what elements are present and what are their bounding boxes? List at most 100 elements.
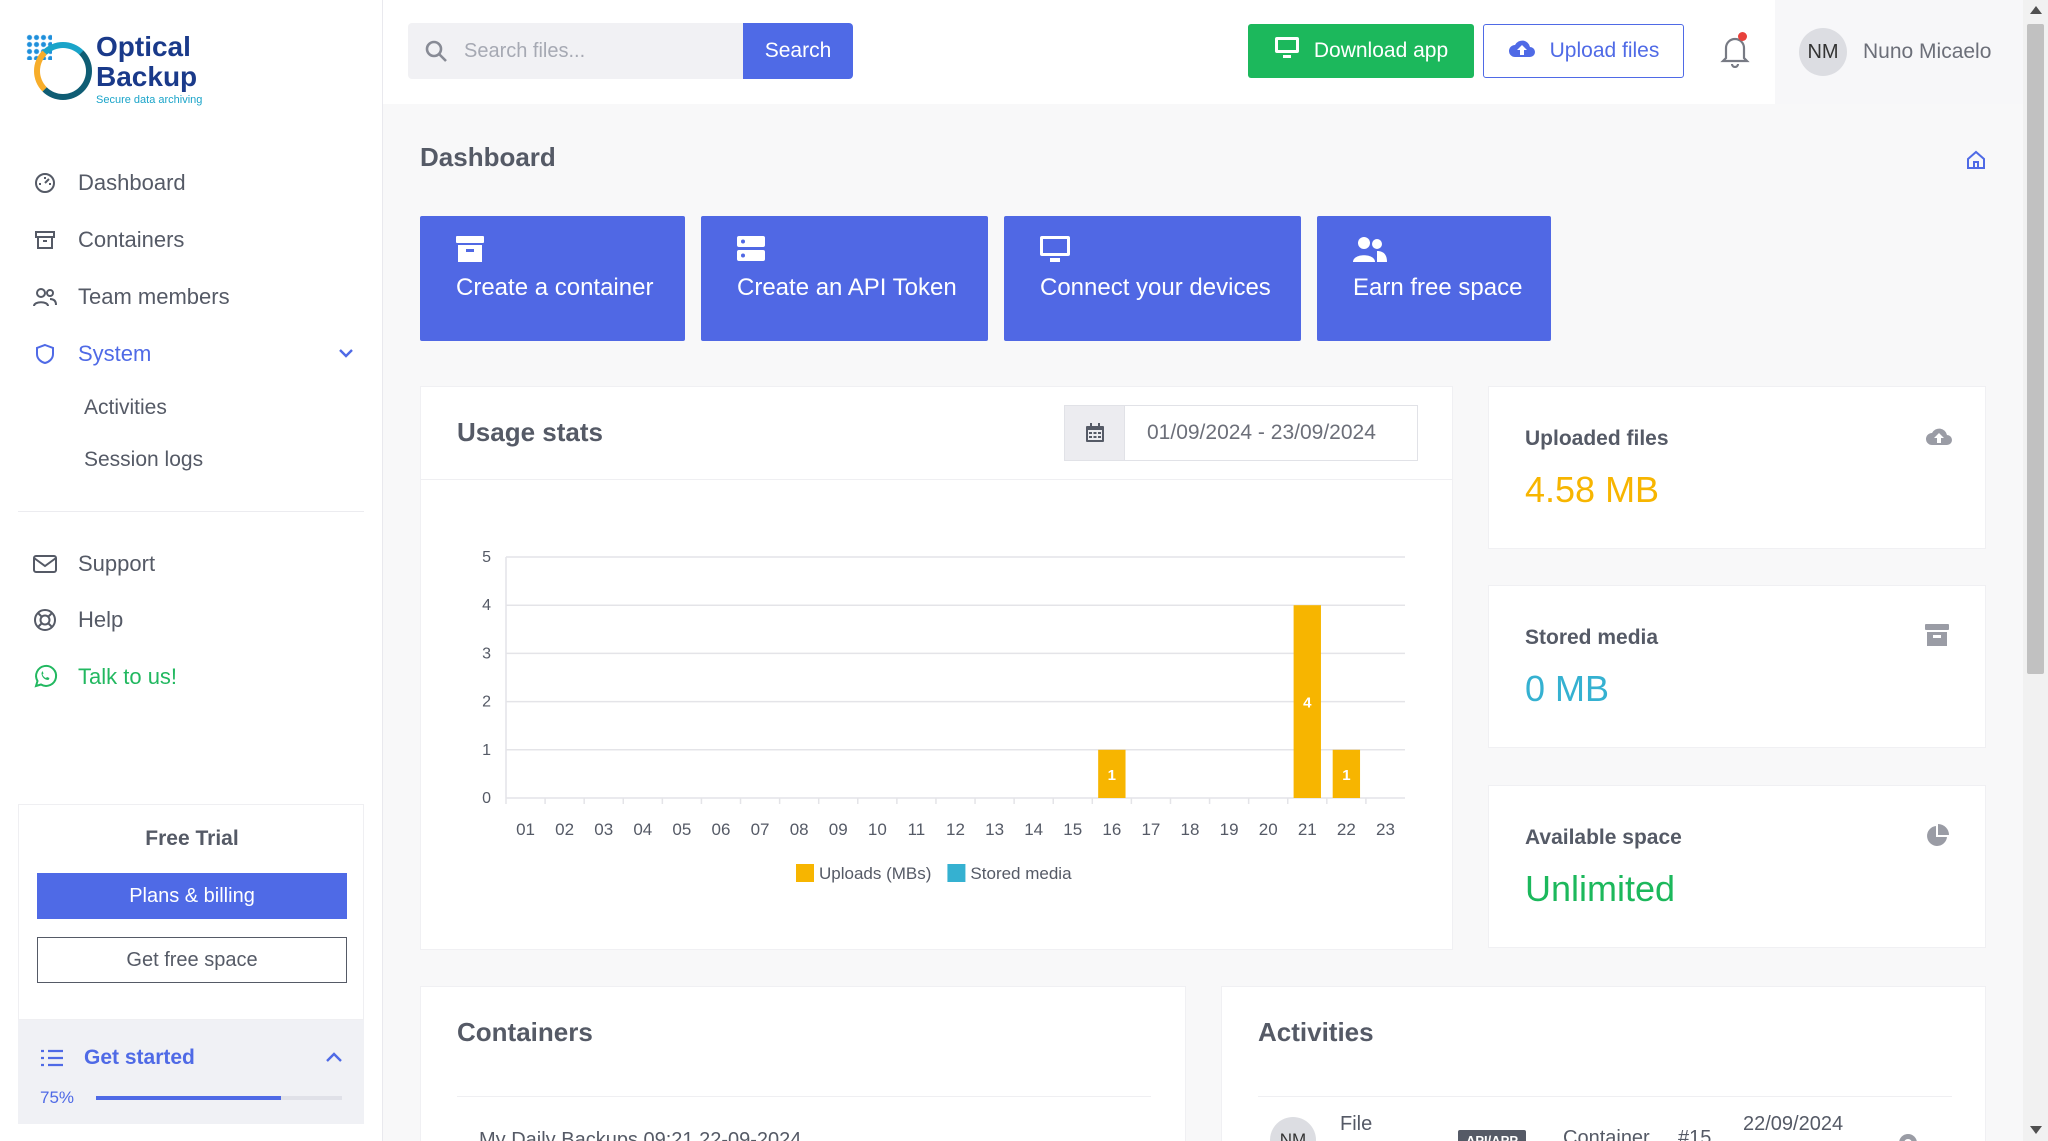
card-divider <box>1258 1096 1952 1097</box>
stat-label: Available space <box>1525 826 1682 849</box>
brand-tagline: Secure data archiving <box>96 94 203 106</box>
legend-swatch <box>796 864 814 882</box>
user-menu[interactable]: NM Nuno Micaelo <box>1775 0 2023 104</box>
scroll-up-arrow[interactable] <box>2030 6 2042 14</box>
y-tick-label: 4 <box>482 597 491 614</box>
x-tick-label: 17 <box>1141 820 1160 839</box>
sidebar-item-label: Team members <box>78 284 230 309</box>
monitor-icon <box>1040 236 1070 269</box>
x-tick-label: 07 <box>751 820 770 839</box>
home-icon[interactable] <box>1966 150 1986 175</box>
notification-dot <box>1738 32 1747 41</box>
sidebar-item-dashboard[interactable]: Dashboard <box>32 163 352 203</box>
activity-date: 22/09/2024 <box>1743 1113 1844 1135</box>
eye-icon[interactable] <box>1898 1133 1918 1141</box>
sidebar-item-help[interactable]: Help <box>32 600 352 640</box>
quick-action-label: Earn free space <box>1353 274 1523 301</box>
x-tick-label: 15 <box>1063 820 1082 839</box>
y-tick-label: 0 <box>482 790 491 807</box>
x-tick-label: 09 <box>829 820 848 839</box>
page-title: Dashboard <box>420 142 556 172</box>
bar-value-label: 1 <box>1108 767 1116 784</box>
x-tick-label: 02 <box>555 820 574 839</box>
chevron-up-icon[interactable] <box>324 1048 344 1073</box>
users-icon <box>32 284 58 310</box>
scrollbar-thumb[interactable] <box>2027 24 2044 674</box>
search-button[interactable]: Search <box>743 23 853 79</box>
get-started-panel[interactable]: Get started 75% <box>18 1020 364 1124</box>
activity-ref[interactable]: #15 <box>1678 1127 1712 1141</box>
trial-panel: Free Trial Plans & billing Get free spac… <box>18 804 364 1124</box>
uploaded-files-card: Uploaded files 4.58 MB <box>1488 386 1986 549</box>
quick-action-label: Create an API Token <box>737 274 957 301</box>
avatar: NM <box>1799 28 1847 76</box>
upload-files-button[interactable]: Upload files <box>1483 24 1684 78</box>
chevron-down-icon[interactable] <box>337 334 355 380</box>
x-tick-label: 08 <box>790 820 809 839</box>
quick-action-label: Create a container <box>456 274 654 301</box>
sidebar-item-system[interactable]: System <box>32 334 353 374</box>
bar <box>1098 749 1126 798</box>
create-api-token-button[interactable]: Create an API Token <box>701 216 988 341</box>
sidebar-item-label: Dashboard <box>78 170 186 195</box>
shield-icon <box>32 341 58 367</box>
stored-media-card: Stored media 0 MB <box>1488 585 1986 748</box>
sidebar-subitem-activities[interactable]: Activities <box>84 396 167 419</box>
date-range-picker[interactable]: 01/09/2024 - 23/09/2024 <box>1064 405 1418 461</box>
x-tick-label: 05 <box>672 820 691 839</box>
trial-title: Free Trial <box>145 827 239 850</box>
x-tick-label: 13 <box>985 820 1004 839</box>
sidebar-item-team-members[interactable]: Team members <box>32 277 352 317</box>
download-app-label: Download app <box>1313 39 1449 62</box>
scroll-down-arrow[interactable] <box>2030 1126 2042 1134</box>
scrollbar[interactable] <box>2023 0 2048 1141</box>
stat-label: Uploaded files <box>1525 427 1669 450</box>
download-app-button[interactable]: Download app <box>1248 24 1474 78</box>
archive-icon <box>1925 624 1949 651</box>
y-tick-label: 5 <box>482 549 491 566</box>
legend-label: Stored media <box>970 864 1072 883</box>
activity-type: File <box>1340 1113 1373 1135</box>
brand-name-line1: Optical <box>96 31 191 62</box>
x-tick-label: 16 <box>1102 820 1121 839</box>
sidebar: Optical Backup Secure data archiving Das… <box>0 0 383 1141</box>
x-tick-label: 01 <box>516 820 535 839</box>
available-space-card: Available space Unlimited <box>1488 785 1986 948</box>
sidebar-item-talk-to-us[interactable]: Talk to us! <box>32 657 352 697</box>
legend-swatch <box>947 864 966 882</box>
plans-billing-button[interactable]: Plans & billing <box>37 873 347 919</box>
bar-value-label: 1 <box>1342 767 1350 784</box>
stat-value: 4.58 MB <box>1525 469 1660 510</box>
get-free-space-button[interactable]: Get free space <box>37 937 347 983</box>
x-tick-label: 22 <box>1337 820 1356 839</box>
avatar: NM <box>1270 1117 1316 1141</box>
containers-title: Containers <box>457 1017 593 1047</box>
y-tick-label: 2 <box>482 694 491 711</box>
monitor-icon <box>1274 36 1300 66</box>
x-tick-label: 06 <box>712 820 731 839</box>
stat-value: 0 MB <box>1525 668 1610 709</box>
sidebar-item-label: Support <box>78 551 156 576</box>
container-row-name[interactable]: My Daily Backups 09:21 22-09-2024 <box>479 1129 802 1141</box>
sidebar-subitem-session-logs[interactable]: Session logs <box>84 448 204 471</box>
x-tick-label: 10 <box>868 820 887 839</box>
usage-stats-title: Usage stats <box>457 417 603 447</box>
brand-logo[interactable]: Optical Backup Secure data archiving <box>26 30 226 106</box>
search-input[interactable] <box>464 23 734 79</box>
x-tick-label: 04 <box>633 820 652 839</box>
trial-card: Free Trial Plans & billing Get free spac… <box>18 804 364 1020</box>
sidebar-item-support[interactable]: Support <box>32 544 352 584</box>
connect-devices-button[interactable]: Connect your devices <box>1004 216 1301 341</box>
create-container-button[interactable]: Create a container <box>420 216 685 341</box>
x-tick-label: 18 <box>1181 820 1200 839</box>
stat-value: Unlimited <box>1525 868 1676 909</box>
activity-badge: API/APP <box>1458 1130 1527 1141</box>
sidebar-item-containers[interactable]: Containers <box>32 220 352 260</box>
bell-icon[interactable] <box>1720 32 1750 73</box>
containers-card: Containers My Daily Backups 09:21 22-09-… <box>420 986 1186 1141</box>
calendar-icon[interactable] <box>1065 406 1125 460</box>
dashboard-icon <box>32 170 58 196</box>
y-tick-label: 3 <box>482 645 491 662</box>
legend-label: Uploads (MBs) <box>819 864 931 883</box>
earn-free-space-button[interactable]: Earn free space <box>1317 216 1551 341</box>
